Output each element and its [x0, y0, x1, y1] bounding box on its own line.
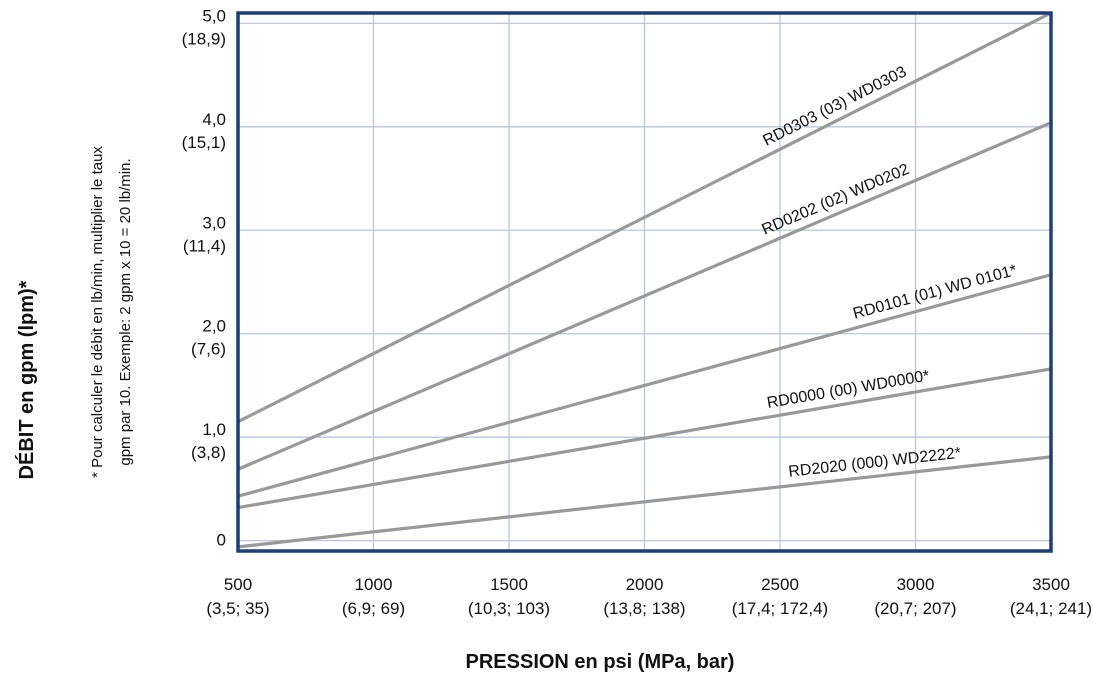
x-tick-sublabel: (20,7; 207)	[874, 599, 956, 618]
series-label-rd0303: RD0303 (03) WD0303	[760, 63, 909, 149]
y-tick-sublabel: (18,9)	[182, 29, 226, 48]
x-tick-label: 2500	[761, 575, 799, 594]
y-tick-label: 1,0	[202, 420, 226, 439]
x-axis-ticks: 500 (3,5; 35) 1000 (6,9; 69) 1500 (10,3; 103)…	[206, 575, 1092, 618]
series-line-rd0000	[237, 367, 1052, 510]
y-tick-label: 3,0	[202, 213, 226, 232]
x-tick-sublabel: (10,3; 103)	[468, 599, 550, 618]
x-tick-label: 500	[224, 575, 252, 594]
series-labels: RD0303 (03) WD0303 RD0202 (02) WD0202 RD01…	[760, 63, 1019, 480]
y-axis-ticks: 0 1,0 (3,8) 2,0 (7,6) 3,0 (11,4) 4,0 (15,1) 5,0 (1…	[182, 6, 226, 549]
series-lines	[237, 11, 1052, 549]
grid	[238, 13, 1051, 551]
y-tick-sublabel: (11,4)	[183, 236, 226, 255]
y-tick-sublabel: (3,8)	[191, 443, 226, 462]
plot-frame	[236, 11, 1053, 553]
x-tick-sublabel: (13,8; 138)	[603, 599, 685, 618]
y-tick-sublabel: (15,1)	[182, 133, 226, 152]
x-tick-label: 1500	[490, 575, 528, 594]
x-axis-title: PRESSION en psi (MPa, bar)	[466, 651, 735, 673]
x-tick-sublabel: (17,4; 172,4)	[732, 599, 828, 618]
y-tick-label: 4,0	[202, 110, 226, 129]
series-label-rd0000: RD0000 (00) WD0000*	[766, 368, 931, 412]
series-line-rd0101	[237, 273, 1052, 498]
x-tick-label: 2000	[626, 575, 664, 594]
footnote-line-1: * Pour calculer le débit en lb/min, mult…	[89, 146, 106, 478]
y-tick-label: 0	[217, 531, 226, 550]
x-tick-sublabel: (6,9; 69)	[342, 599, 405, 618]
series-label-rd0202: RD0202 (02) WD0202	[760, 161, 912, 239]
x-tick-label: 3500	[1032, 575, 1070, 594]
x-tick-sublabel: (3,5; 35)	[206, 599, 269, 618]
y-tick-sublabel: (7,6)	[191, 340, 226, 359]
x-tick-label: 1000	[355, 575, 393, 594]
footnote-line-2: gpm par 10. Exemple: 2 gpm x 10 = 20 lb/…	[117, 158, 134, 465]
series-line-rd0303	[237, 11, 1052, 424]
series-line-rd2020	[237, 455, 1052, 549]
y-tick-label: 5,0	[202, 6, 226, 25]
series-line-rd0202	[237, 121, 1052, 471]
series-label-rd0101: RD0101 (01) WD 0101*	[851, 262, 1019, 323]
x-tick-sublabel: (24,1; 241)	[1010, 599, 1092, 618]
x-tick-label: 3000	[897, 575, 935, 594]
y-axis-title: DÉBIT en gpm (lpm)*	[15, 280, 38, 479]
y-tick-label: 2,0	[202, 317, 226, 336]
